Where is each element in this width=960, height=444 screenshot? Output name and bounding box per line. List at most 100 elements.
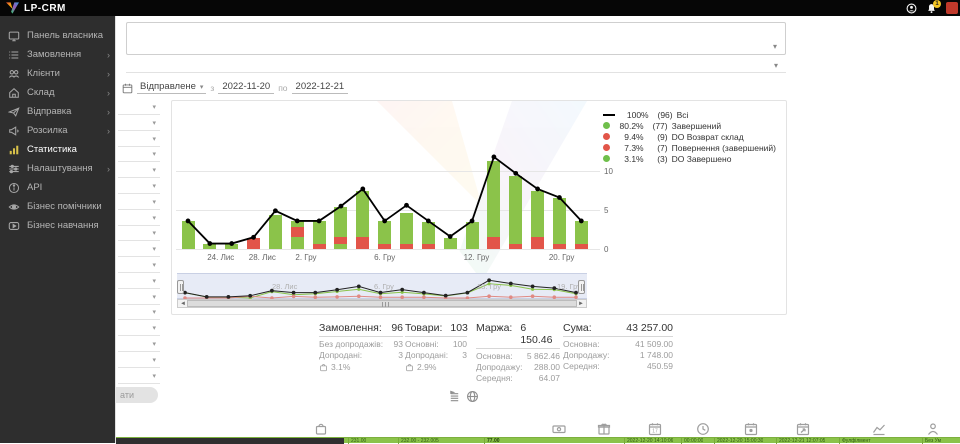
sidebar-item-api[interactable]: API (0, 178, 115, 197)
chart-line-icon[interactable] (872, 422, 886, 436)
filter-select-2[interactable]: ▾ (118, 116, 160, 131)
navigator-handle-left[interactable] (177, 280, 184, 294)
x-axis-tick: 12. Гру (463, 253, 490, 262)
filter-select-7[interactable]: ▾ (118, 195, 160, 210)
stacked-bar[interactable] (574, 220, 588, 249)
clock-icon[interactable] (696, 422, 710, 436)
banknote-icon[interactable] (552, 422, 566, 436)
calendar-17-icon[interactable]: 17 (648, 422, 662, 436)
stacked-bar[interactable] (268, 214, 282, 249)
legend-item[interactable]: 9.4% (9) DO Возврат склад (602, 131, 776, 142)
legend-item[interactable]: 3.1% (3) DO Завершено (602, 153, 776, 164)
legend-percent: 7.3% (624, 142, 644, 153)
scrollbar-thumb[interactable] (187, 300, 577, 307)
chart-scrollbar[interactable]: ◄ ► (177, 299, 587, 308)
filter-select-3[interactable]: ▾ (118, 132, 160, 147)
legend-item[interactable]: 80.2% (77) Завершений (602, 120, 776, 131)
legend-dot-swatch (602, 155, 610, 162)
stacked-bar[interactable] (531, 190, 545, 249)
date-type-dropdown[interactable]: Відправлене ▾ (137, 81, 207, 94)
filter-select-13[interactable]: ▾ (118, 290, 160, 305)
date-to-input[interactable]: 2022-12-21 (291, 81, 349, 94)
filter-select-12[interactable]: ▾ (118, 274, 160, 289)
sidebar-item-shipping[interactable]: Відправка › (0, 102, 115, 121)
stacked-bar[interactable] (356, 190, 370, 249)
sidebar-item-label: API (27, 182, 43, 193)
sidebar-item-settings[interactable]: Налаштування › (0, 159, 115, 178)
red-app-icon[interactable] (946, 2, 958, 14)
bar-segment-red (552, 243, 566, 249)
scroll-right-icon[interactable]: ► (578, 301, 584, 307)
legend-item[interactable]: 7.3% (7) Повернення (завершений) (602, 142, 776, 153)
chevron-down-icon: ▾ (152, 325, 156, 333)
app-logo[interactable]: LP-CRM (0, 2, 66, 14)
filter-select-15[interactable]: ▾ (118, 321, 160, 337)
stacked-bar[interactable] (465, 221, 479, 249)
date-from-input[interactable]: 2022-11-20 (218, 81, 275, 94)
bar-segment-red (247, 238, 261, 249)
stacked-bar[interactable] (225, 244, 239, 249)
navigator-handle-right[interactable] (578, 280, 585, 294)
giftbox-icon[interactable] (597, 422, 611, 436)
filter-select-18[interactable]: ▾ (118, 369, 160, 384)
chart-navigator[interactable]: 28. Лис 6. Гру 13. Гру 19. Гру (177, 273, 587, 300)
stacked-bar[interactable] (203, 243, 217, 249)
stacked-bar[interactable] (247, 238, 261, 249)
sidebar-item-stats[interactable]: Статистика (0, 140, 115, 159)
top-multi-select[interactable]: ▾ (126, 22, 786, 55)
legend-item[interactable]: 100% (96) Всі (602, 109, 776, 120)
filter-select-10[interactable]: ▾ (118, 242, 160, 258)
stat-footer-value: 2.9% (417, 362, 437, 372)
stat-title: Маржа: (476, 322, 513, 334)
sidebar-item-training[interactable]: Бізнес навчання (0, 216, 115, 235)
list-flag-icon[interactable] (448, 390, 461, 403)
filter-select-1[interactable]: ▾ (118, 100, 160, 115)
bell-icon[interactable]: 1 (926, 0, 941, 14)
legend-count: (7) (657, 142, 668, 153)
calendar-icon[interactable] (744, 422, 758, 436)
scroll-left-icon[interactable]: ◄ (180, 301, 186, 307)
sidebar-item-clients[interactable]: Клієнти › (0, 64, 115, 83)
stacked-bar[interactable] (487, 160, 501, 249)
second-select[interactable]: ▾ (126, 57, 786, 73)
sidebar-item-warehouse[interactable]: Склад › (0, 83, 115, 102)
stacked-bar[interactable] (290, 220, 304, 249)
filter-select-16[interactable]: ▾ (118, 337, 160, 352)
sidebar-item-panel[interactable]: Панель власника (0, 26, 115, 45)
stacked-bar[interactable] (443, 238, 457, 249)
filter-select-9[interactable]: ▾ (118, 226, 160, 242)
bag-icon[interactable] (314, 422, 328, 436)
stacked-bar[interactable] (334, 206, 348, 249)
bar-segment-red (334, 237, 348, 245)
sidebar-item-orders[interactable]: Замовлення › (0, 45, 115, 64)
filter-select-4[interactable]: ▾ (118, 147, 160, 163)
globe-icon[interactable] (466, 390, 479, 403)
person-icon[interactable] (926, 422, 940, 436)
legend-label: DO Завершено (671, 153, 732, 164)
sidebar-item-broadcast[interactable]: Розсилка › (0, 121, 115, 140)
filter-select-6[interactable]: ▾ (118, 179, 160, 194)
stacked-bar[interactable] (312, 220, 326, 249)
stacked-bar[interactable] (509, 175, 523, 249)
calendar-export-icon[interactable] (796, 422, 810, 436)
sidebar-item-helpers[interactable]: Бізнес помічники (0, 197, 115, 216)
user-circle-icon[interactable] (906, 3, 917, 14)
filter-select-8[interactable]: ▾ (118, 211, 160, 226)
orders-icon (8, 49, 20, 61)
sidebar-item-label: Налаштування (27, 163, 93, 174)
stacked-bar[interactable] (400, 213, 413, 249)
filter-select-14[interactable]: ▾ (118, 305, 160, 321)
sidebar-item-label: Розсилка (27, 125, 68, 136)
stat-sub-value: 5 862.46 (526, 351, 560, 361)
filter-select-5[interactable]: ▾ (118, 163, 160, 179)
strip-cell: 2022-12-20 14:10:06 (624, 438, 673, 444)
stat-column: Замовлення: 96 Без допродажів: 93 Допродані:… (319, 322, 403, 373)
stacked-bar[interactable] (421, 221, 435, 249)
stacked-bar[interactable] (181, 220, 195, 249)
sidebar-item-label: Замовлення (27, 49, 82, 60)
sidebar-item-label: Бізнес навчання (27, 220, 99, 231)
filter-select-11[interactable]: ▾ (118, 258, 160, 273)
stacked-bar[interactable] (378, 220, 392, 249)
filter-select-17[interactable]: ▾ (118, 353, 160, 368)
stacked-bar[interactable] (552, 198, 566, 249)
